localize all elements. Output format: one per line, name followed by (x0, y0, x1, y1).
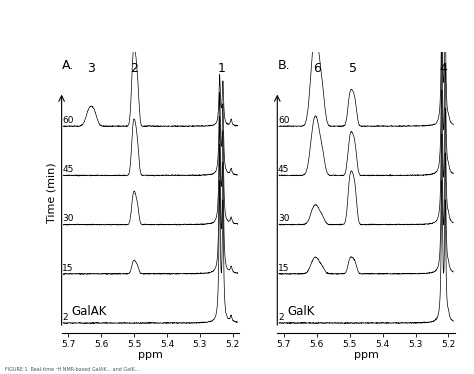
Text: 15: 15 (62, 264, 74, 273)
Text: 2: 2 (130, 61, 138, 74)
Text: A.: A. (62, 59, 74, 72)
Text: B.: B. (278, 59, 291, 72)
Text: GalK: GalK (287, 305, 315, 318)
Text: 60: 60 (278, 116, 290, 125)
Text: 30: 30 (278, 214, 290, 223)
Text: 2: 2 (62, 313, 68, 322)
Text: 2: 2 (278, 313, 283, 322)
Text: 6: 6 (313, 61, 321, 74)
Text: 1: 1 (217, 61, 225, 74)
Text: 60: 60 (62, 116, 74, 125)
Text: 5: 5 (349, 61, 357, 74)
Text: 15: 15 (278, 264, 290, 273)
Y-axis label: Time (min): Time (min) (46, 162, 56, 223)
Text: 45: 45 (62, 165, 73, 174)
Text: 30: 30 (62, 214, 74, 223)
Text: 3: 3 (87, 61, 95, 74)
X-axis label: ppm: ppm (138, 350, 163, 360)
X-axis label: ppm: ppm (354, 350, 379, 360)
Text: 4: 4 (439, 61, 447, 74)
Text: 45: 45 (278, 165, 289, 174)
Text: FIGURE 1  Real-time ¹H NMR-based GalAK... and GalK...: FIGURE 1 Real-time ¹H NMR-based GalAK...… (5, 367, 139, 372)
Text: GalAK: GalAK (72, 305, 107, 318)
